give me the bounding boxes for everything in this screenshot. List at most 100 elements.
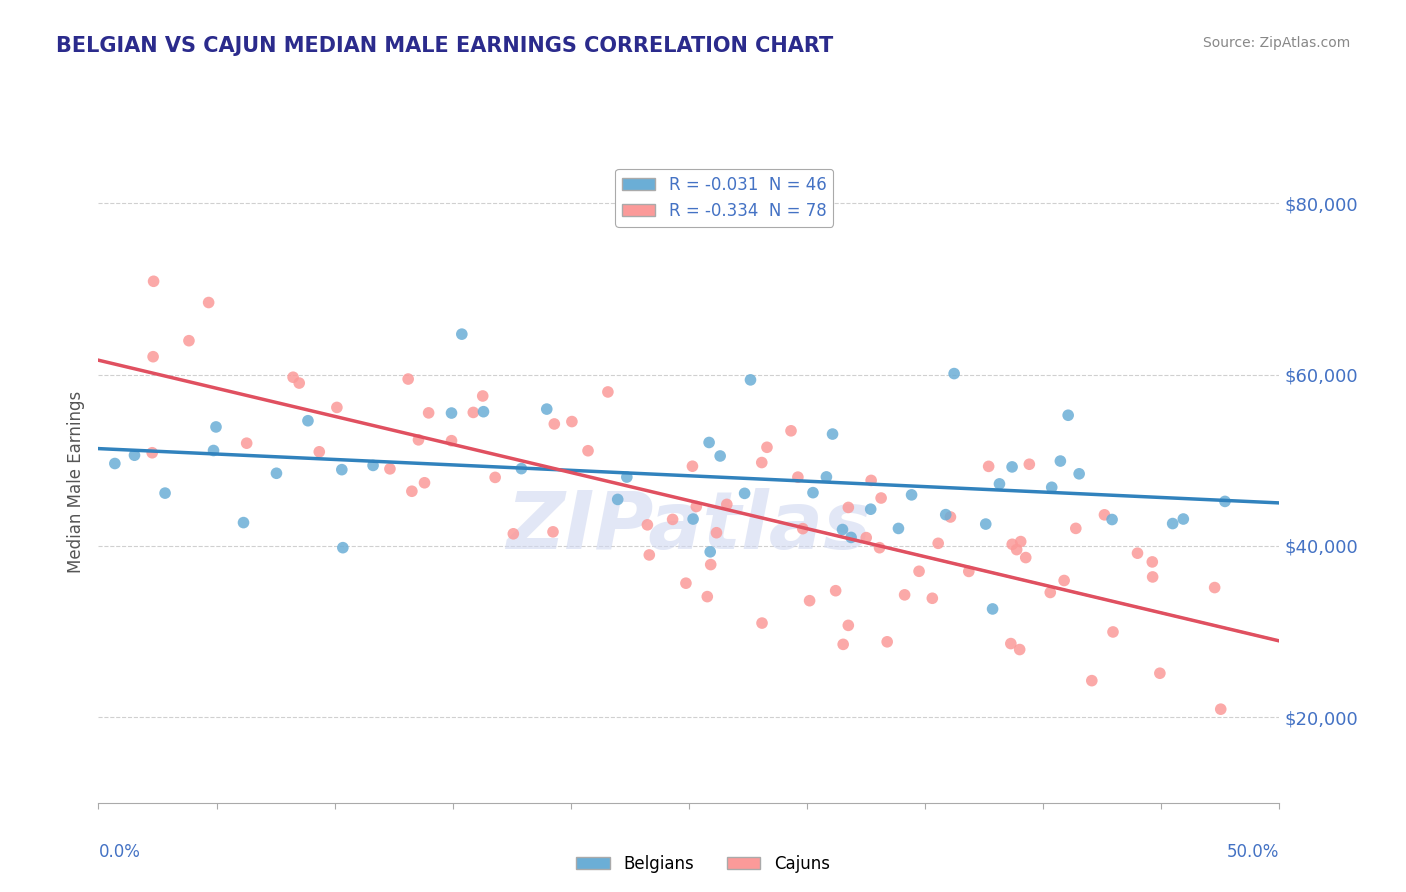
Point xyxy=(1049,454,1071,468)
Point xyxy=(463,405,485,419)
Point xyxy=(1126,546,1149,560)
Point xyxy=(921,591,943,606)
Point xyxy=(636,517,658,532)
Point xyxy=(709,449,731,463)
Point xyxy=(418,406,440,420)
Point xyxy=(1102,624,1125,639)
Point xyxy=(308,444,330,458)
Point xyxy=(177,334,200,348)
Point xyxy=(815,470,838,484)
Point xyxy=(235,436,257,450)
Point xyxy=(142,274,165,288)
Point xyxy=(361,458,384,473)
Point xyxy=(378,462,401,476)
Point xyxy=(330,463,353,477)
Point xyxy=(981,602,1004,616)
Point xyxy=(1008,642,1031,657)
Text: BELGIAN VS CAJUN MEDIAN MALE EARNINGS CORRELATION CHART: BELGIAN VS CAJUN MEDIAN MALE EARNINGS CO… xyxy=(56,36,834,55)
Point xyxy=(202,443,225,458)
Point xyxy=(780,424,803,438)
Point xyxy=(326,401,349,415)
Point xyxy=(502,526,524,541)
Point xyxy=(450,327,472,342)
Point xyxy=(831,523,853,537)
Point xyxy=(974,517,997,532)
Point xyxy=(824,583,846,598)
Point xyxy=(939,510,962,524)
Point xyxy=(1010,534,1032,549)
Point xyxy=(297,414,319,428)
Point xyxy=(1081,673,1104,688)
Point xyxy=(870,491,893,505)
Point xyxy=(606,492,628,507)
Point xyxy=(661,512,683,526)
Point xyxy=(957,565,980,579)
Point xyxy=(675,576,697,591)
Point xyxy=(332,541,354,555)
Point xyxy=(1001,459,1024,474)
Text: 0.0%: 0.0% xyxy=(98,843,141,861)
Point xyxy=(1209,702,1232,716)
Point xyxy=(751,616,773,631)
Point xyxy=(1142,555,1164,569)
Point xyxy=(943,367,966,381)
Point xyxy=(1064,521,1087,535)
Point xyxy=(142,350,165,364)
Point xyxy=(839,530,862,544)
Point xyxy=(1039,585,1062,599)
Point xyxy=(799,593,821,607)
Text: 50.0%: 50.0% xyxy=(1227,843,1279,861)
Point xyxy=(1173,512,1195,526)
Point xyxy=(638,548,661,562)
Point xyxy=(1149,666,1171,681)
Point xyxy=(408,433,430,447)
Point xyxy=(699,558,721,572)
Point xyxy=(821,427,844,442)
Point xyxy=(755,440,778,454)
Point xyxy=(510,461,533,475)
Point xyxy=(1161,516,1184,531)
Point xyxy=(751,456,773,470)
Point xyxy=(869,541,891,555)
Point xyxy=(792,522,814,536)
Point xyxy=(536,402,558,417)
Point xyxy=(413,475,436,490)
Point xyxy=(1053,574,1076,588)
Point xyxy=(786,470,808,484)
Point xyxy=(699,545,721,559)
Point xyxy=(696,590,718,604)
Point xyxy=(1101,512,1123,526)
Point xyxy=(935,508,957,522)
Point xyxy=(616,470,638,484)
Point xyxy=(401,484,423,499)
Point xyxy=(927,536,949,550)
Point xyxy=(471,389,494,403)
Point xyxy=(876,635,898,649)
Legend: R = -0.031  N = 46, R = -0.334  N = 78: R = -0.031 N = 46, R = -0.334 N = 78 xyxy=(616,169,834,227)
Y-axis label: Median Male Earnings: Median Male Earnings xyxy=(66,391,84,573)
Point xyxy=(396,372,419,386)
Point xyxy=(682,512,704,526)
Point xyxy=(706,525,728,540)
Point xyxy=(266,467,288,481)
Point xyxy=(153,486,176,500)
Point xyxy=(1040,480,1063,494)
Point xyxy=(484,470,506,484)
Point xyxy=(1204,581,1226,595)
Point xyxy=(561,415,583,429)
Legend: Belgians, Cajuns: Belgians, Cajuns xyxy=(569,848,837,880)
Point xyxy=(1142,570,1164,584)
Point xyxy=(988,476,1011,491)
Point xyxy=(1005,542,1028,557)
Point xyxy=(734,486,756,500)
Point xyxy=(1000,637,1022,651)
Point xyxy=(232,516,254,530)
Point xyxy=(716,497,738,511)
Point xyxy=(801,485,824,500)
Point xyxy=(837,500,859,515)
Point xyxy=(281,370,304,384)
Point xyxy=(541,524,564,539)
Point xyxy=(740,373,762,387)
Text: ZIPatlas: ZIPatlas xyxy=(506,488,872,566)
Point xyxy=(440,406,463,420)
